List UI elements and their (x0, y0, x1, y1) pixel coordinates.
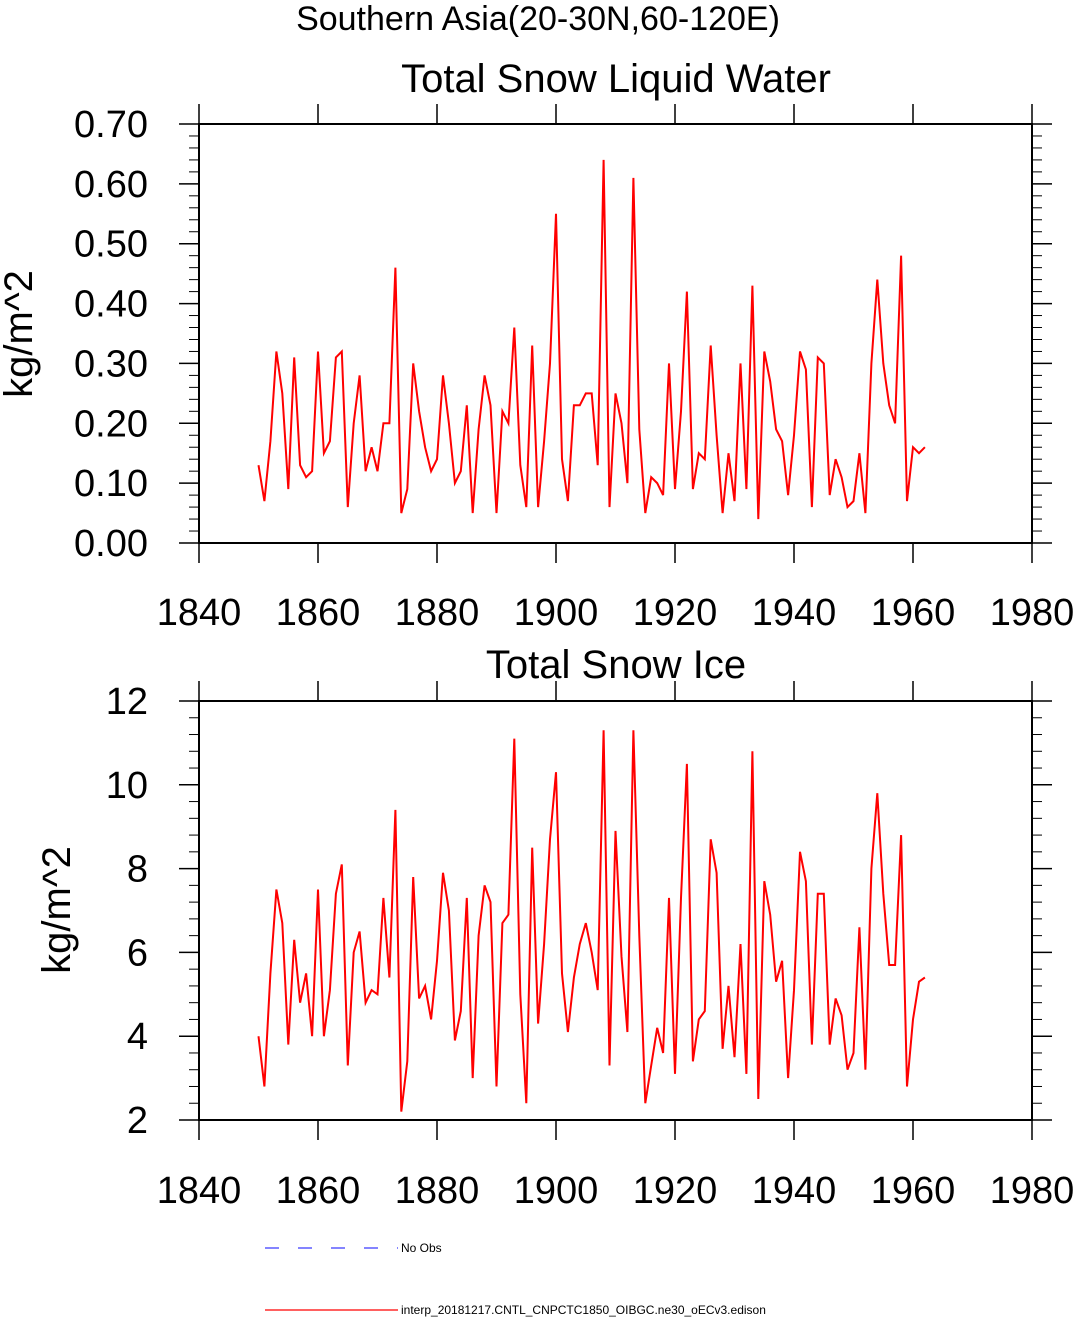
y-tick-label: 0.10 (74, 463, 148, 505)
x-tick-label: 1920 (633, 592, 718, 634)
x-tick-label: 1980 (990, 1170, 1075, 1212)
plot-frame (198, 700, 1033, 1121)
x-tick-label: 1940 (752, 1170, 837, 1212)
y-tick-label: 10 (106, 765, 148, 807)
legend-label-model: interp_20181217.CNTL_CNPCTC1850_OIBGC.ne… (401, 1303, 766, 1317)
x-tick-label: 1900 (514, 1170, 599, 1212)
chart-title: Total Snow Ice (486, 643, 746, 687)
y-tick-label: 0.60 (74, 164, 148, 206)
chart-snow-ice: Total Snow Ice kg/m^2 1840 1860 1880 1900 19… (35, 643, 1074, 1212)
y-axis-label: kg/m^2 (0, 270, 41, 398)
y-tick-label: 0.20 (74, 403, 148, 445)
x-tick-label: 1960 (871, 592, 956, 634)
y-tick-label: 0.40 (74, 284, 148, 326)
chart-title: Total Snow Liquid Water (401, 57, 831, 101)
y-tick-label: 0.30 (74, 343, 148, 385)
plot-frame (198, 123, 1033, 544)
x-tick-label: 1920 (633, 1170, 718, 1212)
x-tick-label: 1860 (276, 592, 361, 634)
page-title: Southern Asia(20-30N,60-120E) (296, 0, 780, 38)
x-tick-label: 1960 (871, 1170, 956, 1212)
x-tick-label: 1940 (752, 592, 837, 634)
y-tick-label: 4 (127, 1016, 148, 1058)
series-line (257, 159, 926, 520)
y-tick-label: 6 (127, 932, 148, 974)
y-axis-label: kg/m^2 (35, 846, 79, 974)
x-tick-label: 1880 (395, 592, 480, 634)
x-tick-label: 1840 (157, 592, 242, 634)
y-tick-label: 0.50 (74, 224, 148, 266)
legend-label-no-obs: No Obs (401, 1241, 442, 1255)
legend: No Obs interp_20181217.CNTL_CNPCTC1850_O… (265, 1241, 766, 1317)
y-tick-label: 2 (127, 1100, 148, 1142)
y-tick-label: 0.70 (74, 104, 148, 146)
x-tick-label: 1840 (157, 1170, 242, 1212)
y-tick-label: 0.00 (74, 523, 148, 565)
x-tick-label: 1980 (990, 592, 1075, 634)
x-tick-label: 1900 (514, 592, 599, 634)
x-tick-label: 1880 (395, 1170, 480, 1212)
series-line (257, 730, 926, 1112)
x-tick-label: 1860 (276, 1170, 361, 1212)
chart-snow-liquid-water: Total Snow Liquid Water kg/m^2 1840 1860 1… (0, 57, 1074, 634)
y-tick-label: 8 (127, 849, 148, 891)
y-tick-label: 12 (106, 681, 148, 723)
